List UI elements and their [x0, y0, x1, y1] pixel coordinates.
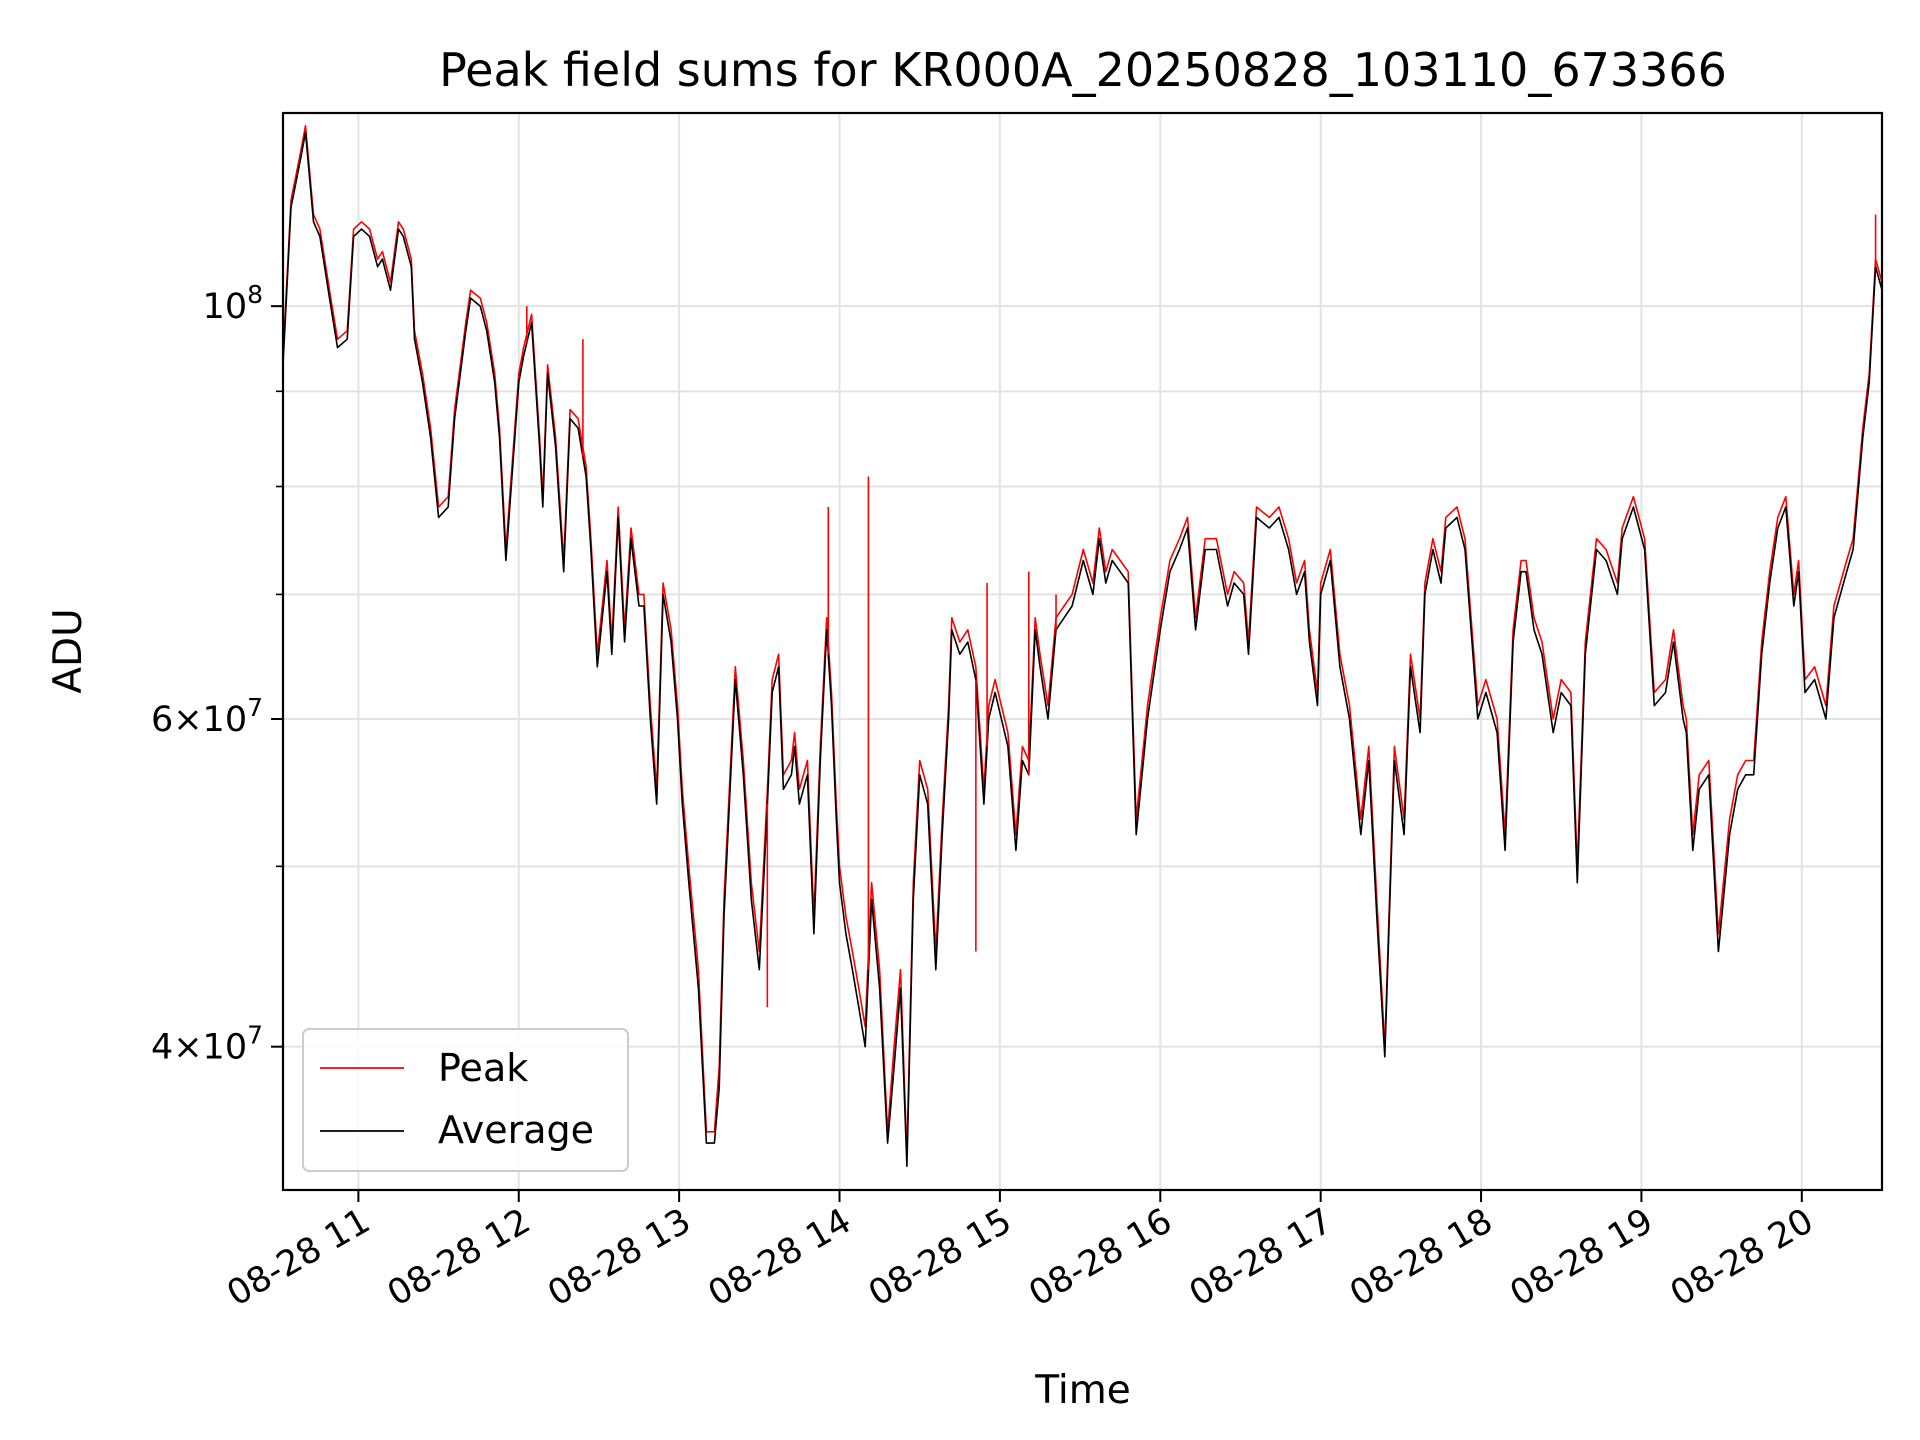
series-lines — [283, 125, 1882, 1167]
plot-frame — [281, 111, 1884, 1192]
y-axis-label: ADU — [46, 608, 91, 693]
y-tick-label: 4×107 — [151, 1021, 263, 1068]
y-tick-label: 108 — [203, 280, 263, 327]
grid-lines — [283, 113, 1882, 1190]
y-axis-ticks: 108 6×107 4×107 — [151, 280, 283, 1068]
legend-label-peak: Peak — [438, 1046, 528, 1090]
x-axis-label: Time — [1034, 1368, 1130, 1413]
legend: Peak Average — [302, 1028, 629, 1172]
legend-box — [302, 1028, 629, 1172]
plot-area — [283, 125, 1882, 1167]
legend-label-average: Average — [438, 1108, 594, 1152]
chart-title: Peak field sums for KR000A_20250828_1031… — [439, 43, 1727, 97]
series-line-average — [283, 131, 1882, 1167]
y-tick-label: 6×107 — [151, 693, 263, 740]
